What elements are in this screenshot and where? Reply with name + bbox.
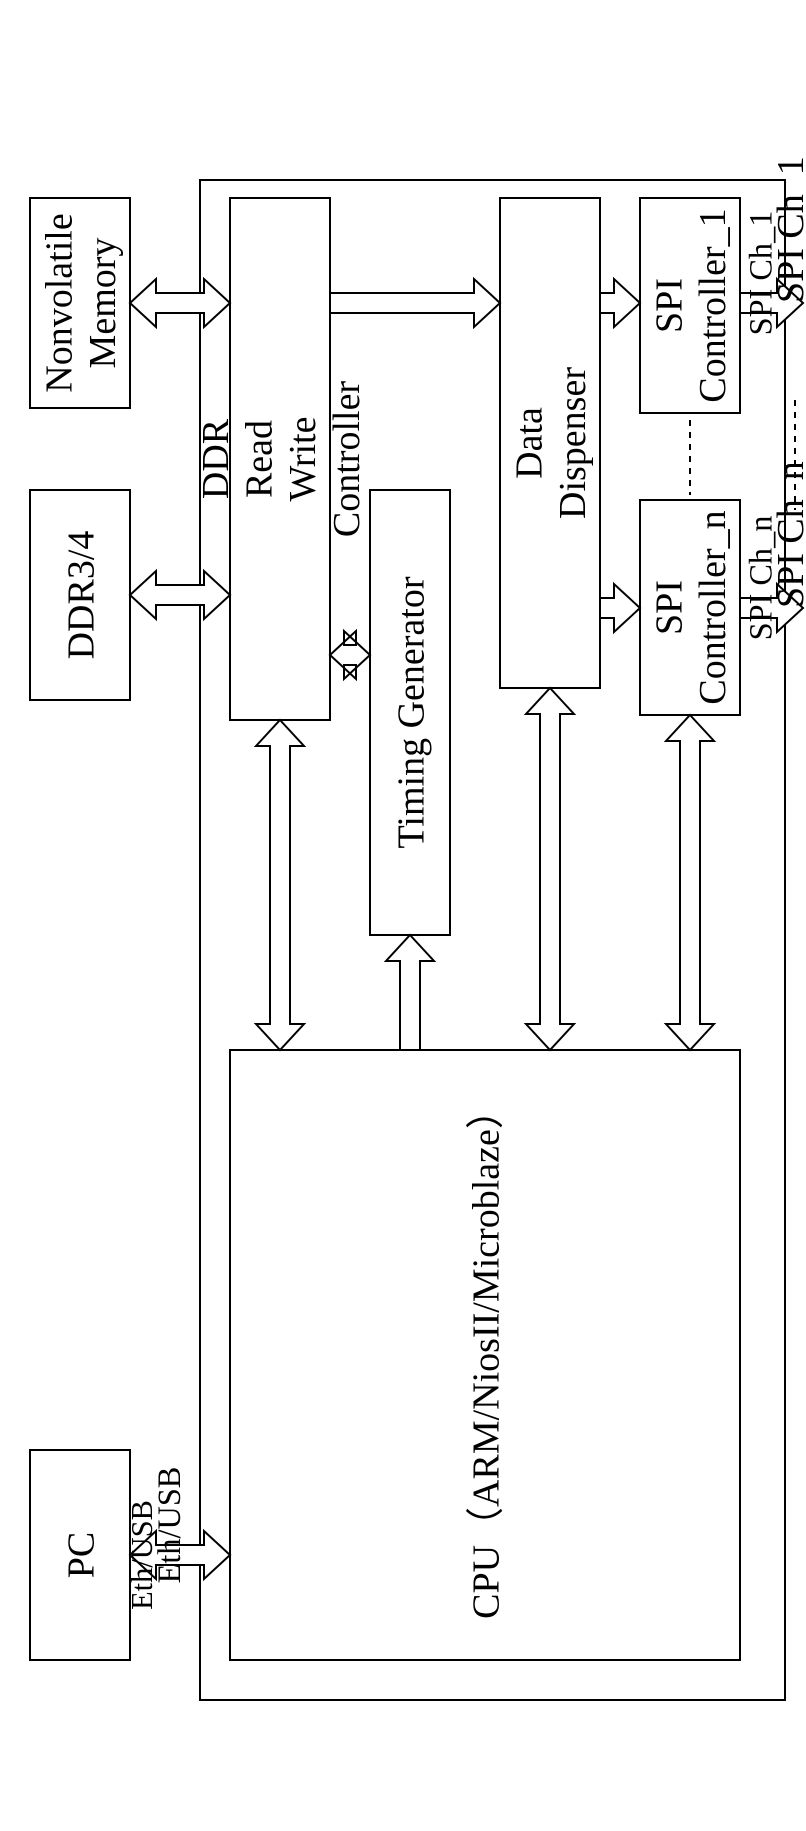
arrow-ddrc_cpu: [256, 720, 304, 1050]
node-ddr34-label-group: DDR3/4: [60, 531, 102, 660]
node-cpu-label: CPU（ARM/NiosII/Microblaze）: [465, 1091, 507, 1619]
node-tgen-label: Timing Generator: [390, 576, 432, 848]
node-nvm-label-group: NonvolatileMemory: [38, 213, 124, 392]
arrow-nvm_ddrc: [130, 279, 230, 327]
arrow-spin_out-tip-label: SPI Ch_n: [770, 461, 806, 608]
arrow-ddr34_ddrc: [130, 571, 230, 619]
arrow-tgen_cpu: [386, 935, 434, 1050]
node-cpu-label-group: CPU（ARM/NiosII/Microblaze）: [465, 1091, 507, 1619]
node-ddr34-label: DDR3/4: [60, 531, 102, 660]
arrow-disp_spin: [600, 584, 640, 632]
arrow-spi1_out-tip-label-group: SPI Ch_1: [770, 156, 806, 303]
arrow-disp_spi1: [600, 279, 640, 327]
arrow-pc_cpu-label2-group: Eth/USB: [125, 1500, 159, 1610]
arrow-ddrc_tgen: [330, 631, 370, 679]
node-tgen-label-group: Timing Generator: [390, 576, 432, 848]
node-nvm-label: NonvolatileMemory: [38, 213, 124, 392]
arrow-pc_cpu-label2: Eth/USB: [125, 1500, 159, 1610]
arrow-spin_out-tip-label-group: SPI Ch_n: [770, 461, 806, 608]
arrow-spin_cpu: [666, 715, 714, 1050]
node-pc-label-group: PC: [60, 1532, 102, 1578]
node-pc-label: PC: [60, 1532, 102, 1578]
arrow-spi1_out-tip-label: SPI Ch_1: [770, 156, 806, 303]
arrow-ddrc_disp: [330, 279, 500, 327]
arrow-disp_cpu: [526, 688, 574, 1050]
